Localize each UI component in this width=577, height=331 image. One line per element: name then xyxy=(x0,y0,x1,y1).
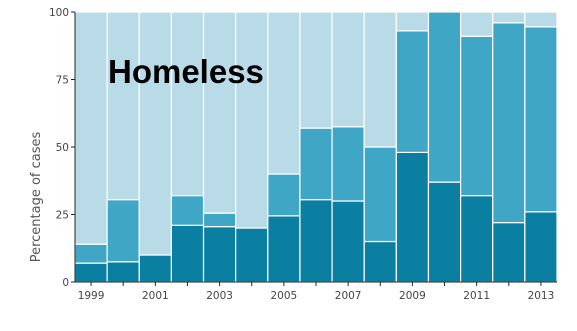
bars-layer xyxy=(74,11,558,283)
bar-2011-segment-3 xyxy=(460,11,494,37)
y-tick-label-100: 100 xyxy=(49,7,69,19)
bar-2000-segment-1 xyxy=(106,261,140,283)
bar-2004-segment-1 xyxy=(235,227,269,283)
bar-2001-segment-3 xyxy=(138,11,172,256)
x-tick-label-2011: 2011 xyxy=(463,290,490,302)
bar-2009-segment-1 xyxy=(395,151,430,283)
axes-layer: 0 25 50 75 100 1999 2001 2003 2005 2007 2009 2011 20… xyxy=(49,7,557,302)
bar-2013-segment-2 xyxy=(524,26,558,213)
bar-2011-segment-1 xyxy=(460,195,494,283)
chart-title: Homeless xyxy=(108,53,264,90)
x-tick-label-1999: 1999 xyxy=(78,290,105,302)
bar-2001-segment-1 xyxy=(138,254,172,283)
bar-2002-segment-2 xyxy=(170,195,205,226)
bar-1999-segment-1 xyxy=(74,262,108,283)
bar-2006-segment-2 xyxy=(299,127,333,201)
bar-2012-segment-1 xyxy=(492,222,526,283)
bar-2002-segment-1 xyxy=(170,224,205,283)
x-tick-label-2013: 2013 xyxy=(528,290,555,302)
bar-2012-segment-2 xyxy=(492,22,526,224)
bar-2008-segment-3 xyxy=(363,11,397,148)
bar-2005-segment-3 xyxy=(267,11,301,175)
y-tick-label-0: 0 xyxy=(62,277,69,289)
bar-2012-segment-3 xyxy=(492,11,526,24)
bar-2008-segment-2 xyxy=(363,146,397,243)
bar-2009-segment-3 xyxy=(395,11,430,32)
bar-2005-segment-1 xyxy=(267,215,301,283)
bar-2003-segment-2 xyxy=(202,212,237,228)
bar-2007-segment-3 xyxy=(331,11,365,128)
bar-1999-segment-2 xyxy=(74,243,108,264)
bar-2010-segment-2 xyxy=(427,11,462,183)
bar-2000-segment-3 xyxy=(106,11,140,201)
bar-2006-segment-1 xyxy=(299,199,333,283)
bar-2006-segment-3 xyxy=(299,11,333,129)
x-tick-label-2003: 2003 xyxy=(206,290,233,302)
bar-2002-segment-3 xyxy=(170,11,205,197)
bar-2003-segment-1 xyxy=(202,226,237,283)
y-tick-label-50: 50 xyxy=(56,142,69,154)
bar-2009-segment-2 xyxy=(395,30,430,153)
bar-1999-segment-3 xyxy=(74,11,108,245)
bar-2013-segment-3 xyxy=(524,11,558,28)
bar-2013-segment-1 xyxy=(524,211,558,283)
x-tick-label-2007: 2007 xyxy=(335,290,362,302)
y-tick-label-25: 25 xyxy=(56,210,69,222)
bar-2000-segment-2 xyxy=(106,199,140,263)
x-tick-label-2009: 2009 xyxy=(399,290,426,302)
bar-2005-segment-2 xyxy=(267,173,301,217)
bar-2008-segment-1 xyxy=(363,240,397,283)
x-tick-label-2001: 2001 xyxy=(142,290,169,302)
bar-2010-segment-1 xyxy=(427,181,462,283)
bar-2007-segment-1 xyxy=(331,200,365,283)
bar-2011-segment-2 xyxy=(460,35,494,197)
bar-2003-segment-3 xyxy=(202,11,237,214)
x-tick-label-2005: 2005 xyxy=(270,290,297,302)
bar-2004-segment-3 xyxy=(235,11,269,229)
y-tick-label-75: 75 xyxy=(56,75,69,87)
bar-2007-segment-2 xyxy=(331,126,365,202)
y-axis-label: Percentage of cases xyxy=(29,131,44,262)
